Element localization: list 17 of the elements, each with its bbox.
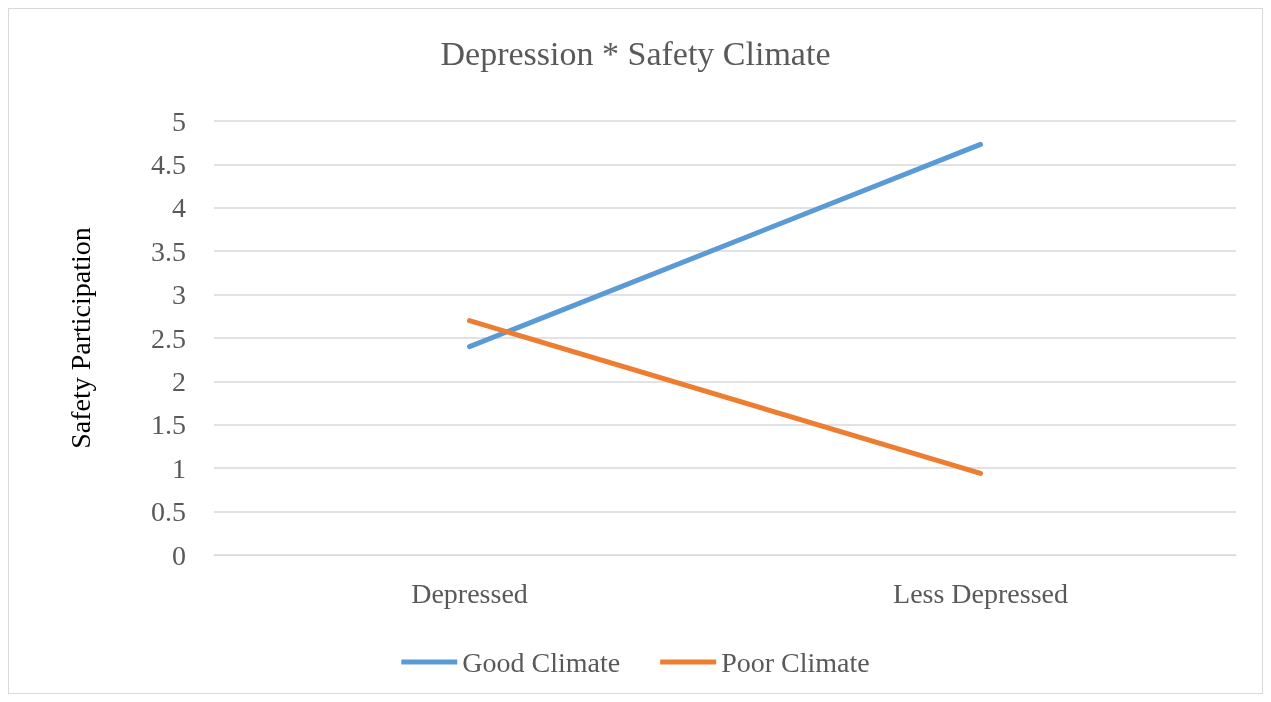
y-tick-label: 3 bbox=[172, 279, 186, 311]
chart-title: Depression * Safety Climate bbox=[440, 34, 831, 72]
y-axis-title: Safety Participation bbox=[64, 227, 96, 449]
x-tick-label: Depressed bbox=[411, 577, 528, 609]
y-tick-label: 1.5 bbox=[151, 409, 186, 441]
y-tick-label: 5 bbox=[172, 105, 186, 137]
y-tick-label: 1 bbox=[172, 452, 186, 484]
y-tick-label: 3.5 bbox=[151, 235, 186, 267]
y-tick-label: 4.5 bbox=[151, 148, 186, 180]
legend-label: Poor Climate bbox=[721, 646, 870, 678]
y-tick-label: 2.5 bbox=[151, 322, 186, 354]
y-tick-label: 2 bbox=[172, 365, 186, 397]
y-tick-label: 0.5 bbox=[151, 496, 186, 528]
y-tick-label: 4 bbox=[172, 192, 186, 224]
y-tick-label: 0 bbox=[172, 539, 186, 571]
legend-label: Good Climate bbox=[462, 646, 621, 678]
x-tick-label: Less Depressed bbox=[893, 577, 1068, 609]
